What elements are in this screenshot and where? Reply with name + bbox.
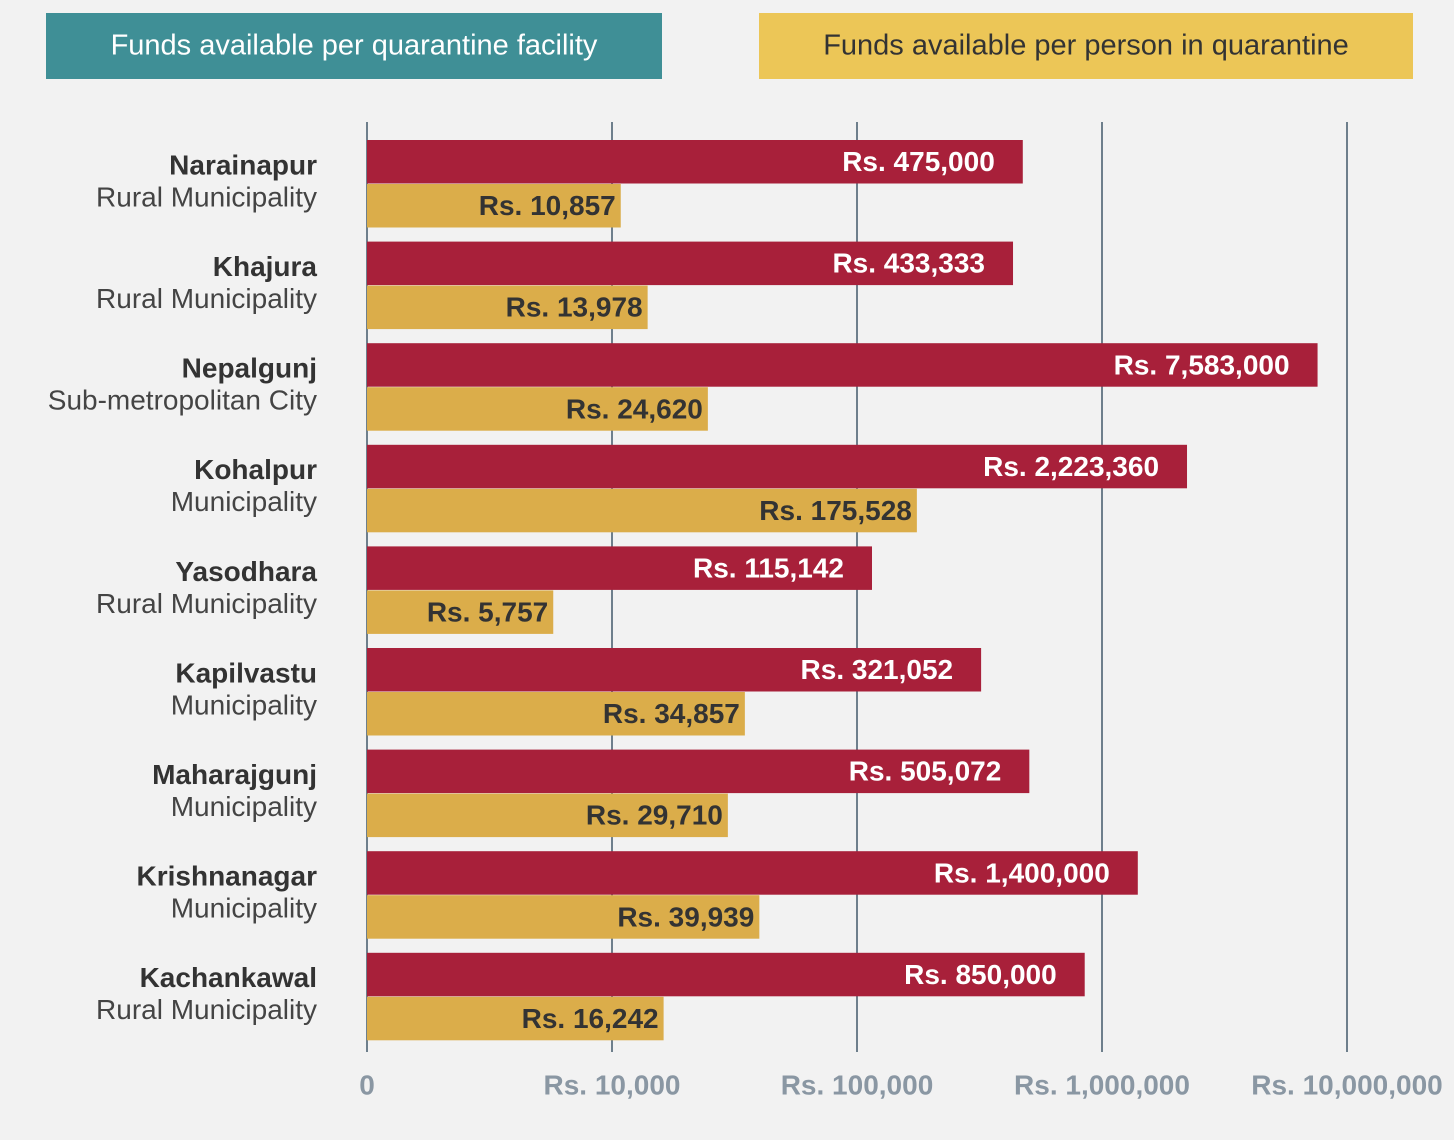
x-tick-label: 0 bbox=[359, 1069, 375, 1100]
category-type: Municipality bbox=[171, 689, 317, 720]
category-name: Nepalgunj bbox=[182, 353, 317, 384]
value-label: Rs. 2,223,360 bbox=[983, 451, 1159, 482]
value-label: Rs. 13,978 bbox=[506, 292, 643, 323]
category-name: Kapilvastu bbox=[175, 657, 317, 688]
value-label: Rs. 433,333 bbox=[832, 248, 985, 279]
x-tick-label: Rs. 1,000,000 bbox=[1014, 1069, 1190, 1100]
category-name: Krishnanagar bbox=[137, 861, 318, 892]
value-label: Rs. 24,620 bbox=[566, 393, 703, 424]
x-tick-label: Rs. 100,000 bbox=[781, 1069, 934, 1100]
category-type: Rural Municipality bbox=[96, 181, 317, 212]
value-label: Rs. 5,757 bbox=[427, 597, 548, 628]
category-name: Yasodhara bbox=[175, 556, 317, 587]
value-label: Rs. 1,400,000 bbox=[934, 857, 1110, 888]
category-name: Kachankawal bbox=[140, 962, 317, 993]
value-label: Rs. 850,000 bbox=[904, 959, 1057, 990]
x-tick-label: Rs. 10,000 bbox=[544, 1069, 681, 1100]
legend-label: Funds available per quarantine facility bbox=[111, 30, 598, 62]
value-label: Rs. 16,242 bbox=[522, 1003, 659, 1034]
category-type: Municipality bbox=[171, 791, 317, 822]
value-label: Rs. 10,857 bbox=[479, 190, 616, 221]
category-type: Rural Municipality bbox=[96, 994, 317, 1025]
value-label: Rs. 505,072 bbox=[849, 756, 1002, 787]
value-label: Rs. 115,142 bbox=[693, 553, 844, 584]
category-type: Rural Municipality bbox=[96, 283, 317, 314]
value-label: Rs. 175,528 bbox=[759, 495, 912, 526]
legend-label: Funds available per person in quarantine bbox=[823, 30, 1349, 62]
category-name: Narainapur bbox=[169, 149, 317, 180]
value-label: Rs. 475,000 bbox=[842, 146, 995, 177]
category-type: Sub-metropolitan City bbox=[48, 385, 317, 416]
category-type: Rural Municipality bbox=[96, 588, 317, 619]
x-tick-label: Rs. 10,000,000 bbox=[1251, 1069, 1443, 1100]
chart: Funds available per quarantine facility F… bbox=[0, 0, 1454, 1140]
value-label: Rs. 34,857 bbox=[603, 698, 740, 729]
value-label: Rs. 39,939 bbox=[617, 901, 754, 932]
value-label: Rs. 321,052 bbox=[801, 654, 954, 685]
category-type: Municipality bbox=[171, 486, 317, 517]
value-label: Rs. 29,710 bbox=[586, 800, 723, 831]
category-name: Maharajgunj bbox=[152, 759, 317, 790]
value-label: Rs. 7,583,000 bbox=[1114, 349, 1290, 380]
category-name: Kohalpur bbox=[194, 454, 317, 485]
category-name: Khajura bbox=[213, 251, 318, 282]
category-type: Municipality bbox=[171, 893, 317, 924]
